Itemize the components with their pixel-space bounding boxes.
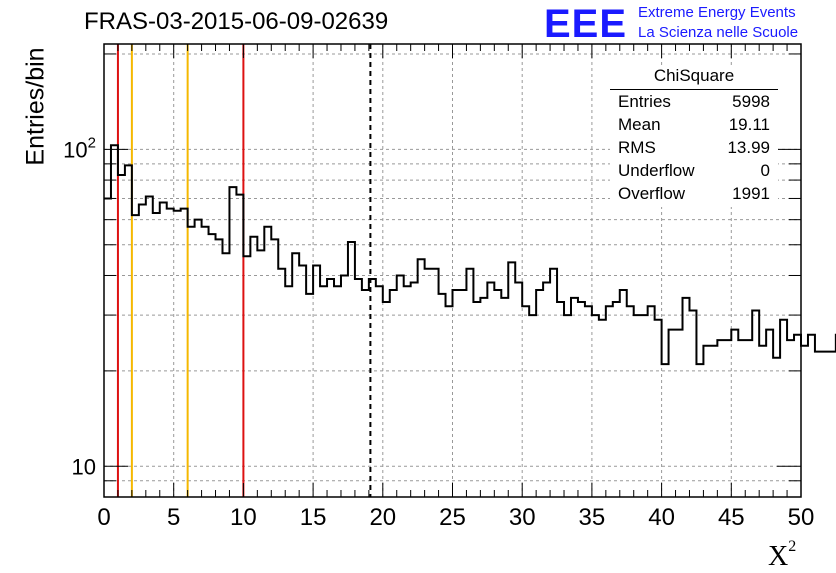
stats-value: 19.11	[728, 115, 770, 134]
x-axis-label-base: X	[768, 541, 789, 572]
stats-key: Overflow	[618, 184, 686, 203]
x-tick-label: 45	[718, 504, 745, 531]
stats-box: ChiSquare Entries 5998 Mean 19.11 RMS 13…	[610, 66, 778, 207]
stats-value: 5998	[732, 92, 770, 111]
x-tick-label: 20	[369, 504, 396, 531]
eee-logo: EEE Extreme Energy Events La Scienza nel…	[544, 2, 834, 46]
x-tick-label: 15	[300, 504, 327, 531]
y-tick-label: 10	[72, 454, 96, 479]
x-tick-label: 0	[97, 504, 110, 531]
stats-key: RMS	[618, 138, 656, 157]
x-tick-label: 5	[167, 504, 180, 531]
x-tick-label: 40	[648, 504, 675, 531]
stats-value: 1991	[732, 184, 770, 203]
y-tick-label: 102	[63, 134, 96, 162]
x-tick-label: 10	[230, 504, 257, 531]
stats-title: ChiSquare	[653, 66, 735, 85]
stats-key: Underflow	[618, 161, 695, 180]
x-axis-label: X2	[768, 538, 796, 573]
x-tick-label: 50	[788, 504, 815, 531]
stats-row: RMS 13.99	[618, 138, 778, 160]
y-axis-label: Entries/bin	[21, 47, 50, 166]
x-tick-label: 35	[579, 504, 606, 531]
logo-subtitle-2: La Scienza nelle Scuole	[638, 24, 799, 41]
stats-key: Entries	[618, 92, 671, 111]
stats-divider	[610, 89, 778, 90]
logo-subtitle-1: Extreme Energy Events	[638, 4, 796, 21]
stats-value: 13.99	[727, 138, 770, 157]
histogram-title: FRAS-03-2015-06-09-02639	[84, 8, 389, 35]
eee-logo-mark: EEE	[544, 2, 628, 46]
stats-row: Overflow 1991	[618, 184, 778, 206]
stats-row: Underflow 0	[618, 161, 778, 183]
stats-row: Mean 19.11	[618, 115, 778, 137]
x-axis-label-superscript: 2	[788, 538, 797, 555]
x-tick-label: 25	[439, 504, 466, 531]
x-tick-label: 30	[509, 504, 536, 531]
stats-value: 0	[760, 161, 770, 180]
stats-key: Mean	[618, 115, 661, 134]
stats-row: Entries 5998	[618, 92, 778, 114]
